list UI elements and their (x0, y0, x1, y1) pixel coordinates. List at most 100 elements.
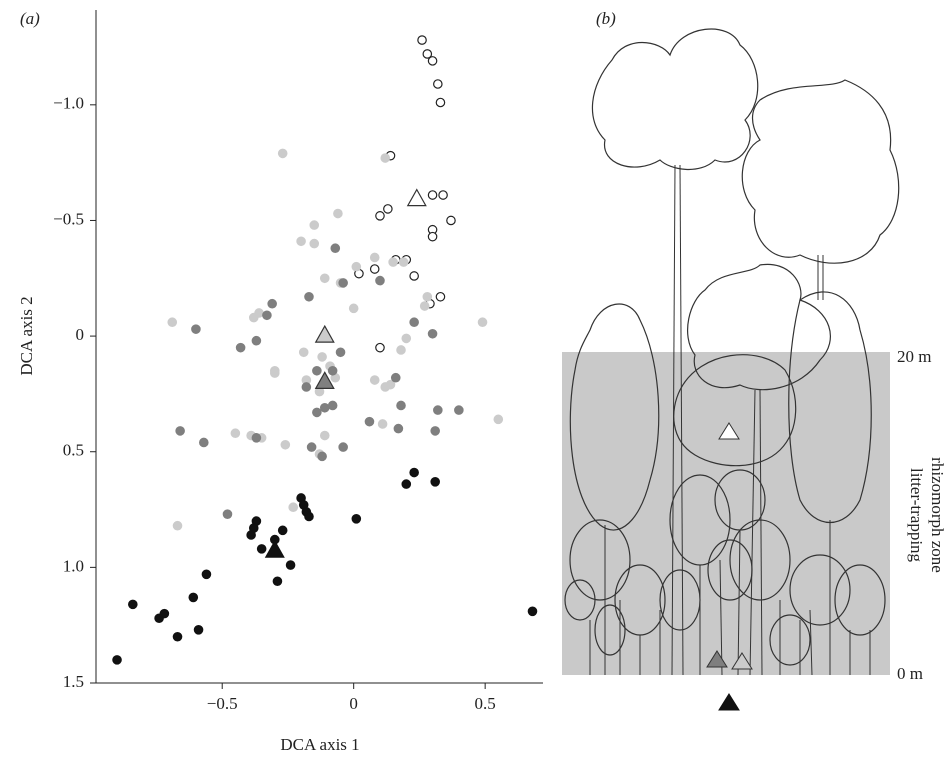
point (319, 430, 330, 441)
point (172, 520, 183, 531)
point (375, 275, 385, 286)
point (446, 215, 456, 226)
point (369, 252, 380, 263)
point (301, 382, 312, 392)
point (409, 271, 419, 281)
point (128, 599, 138, 610)
y-tick-label: 0 (76, 325, 85, 344)
point (335, 347, 346, 358)
point (251, 433, 262, 443)
centroid (264, 539, 285, 558)
point (351, 261, 362, 272)
y-tick-label: 1.5 (63, 672, 84, 691)
point (427, 231, 438, 242)
point (427, 56, 438, 66)
zone-label: rhizomorph zone (928, 457, 947, 573)
point (222, 509, 233, 519)
point (191, 324, 201, 334)
panel-label: (b) (596, 9, 616, 28)
point (317, 451, 327, 462)
point (309, 238, 320, 249)
point (388, 257, 398, 267)
point (304, 511, 314, 522)
centroid (314, 324, 335, 343)
zone-label: litter-trapping (907, 468, 926, 563)
point (277, 525, 288, 536)
point (369, 264, 380, 274)
point (298, 347, 309, 358)
point (369, 375, 380, 385)
point (175, 426, 185, 436)
point (401, 479, 412, 489)
point (396, 345, 406, 355)
centroid (314, 371, 335, 389)
point (280, 439, 291, 450)
point (348, 303, 359, 314)
point (285, 560, 296, 570)
point (296, 236, 306, 247)
height-marker (706, 650, 728, 668)
point (201, 569, 212, 580)
point (375, 342, 385, 353)
point (312, 365, 322, 376)
point (427, 328, 438, 339)
point (330, 243, 341, 254)
x-tick-label: 0 (349, 694, 358, 713)
zone-box (562, 352, 890, 675)
point (288, 502, 299, 513)
y-axis-label: DCA axis 2 (17, 296, 36, 375)
point (409, 467, 419, 478)
point (304, 291, 314, 302)
point (377, 419, 388, 429)
point (312, 407, 322, 418)
point (430, 476, 440, 487)
point (433, 405, 443, 415)
point (427, 190, 438, 200)
height-label: 20 m (897, 347, 931, 366)
centroid (406, 188, 427, 207)
y-tick-label: −0.5 (53, 209, 84, 228)
point (438, 190, 448, 200)
point (493, 414, 504, 425)
point (327, 400, 338, 411)
point (380, 153, 391, 163)
point (435, 291, 446, 302)
point (309, 220, 320, 230)
point (277, 148, 288, 159)
point (246, 530, 256, 540)
height-label: 0 m (897, 664, 923, 683)
point (477, 317, 488, 328)
point (433, 79, 443, 89)
point (422, 291, 433, 302)
point (254, 308, 264, 318)
tree-drawing (564, 28, 900, 676)
point (319, 273, 330, 284)
point (262, 310, 272, 321)
point (351, 513, 362, 524)
y-tick-label: 1.0 (63, 556, 84, 575)
point (401, 333, 412, 344)
point (383, 204, 393, 214)
point (393, 423, 404, 434)
point (435, 97, 446, 108)
point (409, 317, 419, 328)
point (338, 278, 348, 288)
point (454, 405, 464, 415)
point (364, 416, 375, 427)
x-tick-label: 0.5 (475, 694, 496, 713)
point (333, 208, 343, 219)
point (430, 426, 440, 436)
y-tick-label: 0.5 (63, 441, 84, 460)
point (385, 379, 396, 390)
point (251, 335, 262, 346)
point (398, 257, 409, 267)
height-marker (718, 693, 740, 711)
height-marker (731, 652, 753, 670)
point (159, 608, 170, 619)
point (256, 544, 267, 554)
point (338, 442, 348, 452)
point (112, 655, 122, 665)
point (327, 365, 338, 376)
